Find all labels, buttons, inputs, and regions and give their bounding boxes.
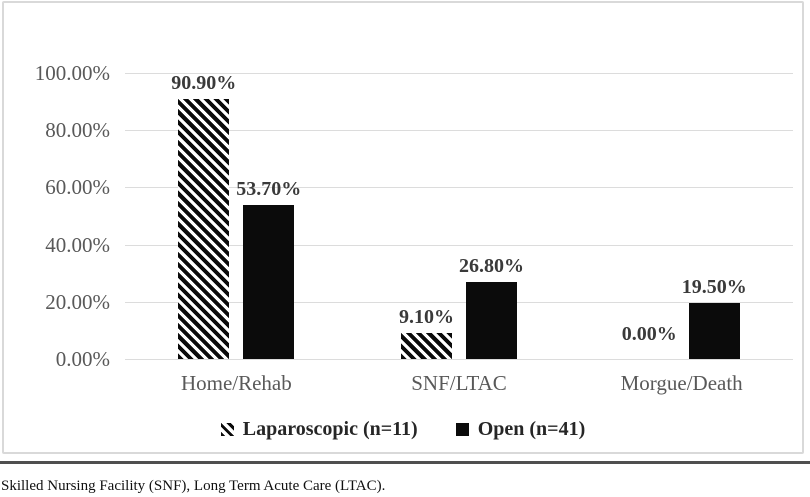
legend-item-open-n-41: Open (n=41) (455, 417, 586, 441)
bar-data-label: 9.10% (399, 306, 454, 328)
y-axis-tick-label: 0.00% (55, 347, 110, 371)
bar-open-n-41 (466, 282, 517, 359)
legend-label: Laparoscopic (n=11) (242, 418, 418, 440)
y-axis-tick-label: 20.00% (45, 289, 110, 314)
chart-legend: Laparoscopic (n=11) Open (n=41) (4, 417, 802, 441)
bar-data-label: 90.90% (171, 72, 237, 94)
legend-label: Open (n=41) (477, 418, 586, 440)
x-axis-category-label: Morgue/Death (620, 371, 743, 395)
bar-laparoscopic-n-11 (178, 99, 230, 359)
y-axis-tick-label: 80.00% (45, 118, 110, 143)
gridline (125, 244, 793, 246)
gridline (125, 130, 793, 132)
x-axis-category-label: Home/Rehab (180, 371, 292, 395)
bar-open-n-41 (688, 303, 740, 359)
gridline (125, 187, 793, 189)
gridline (125, 359, 793, 360)
y-axis-tick-label: 100.00% (34, 61, 110, 85)
figure-divider-rule (0, 461, 810, 464)
figure-footnote: Skilled Nursing Facility (SNF), Long Ter… (1, 478, 386, 494)
gridline (125, 73, 793, 74)
bar-data-label: 53.70% (236, 178, 302, 201)
legend-item-laparoscopic-n-11: Laparoscopic (n=11) (220, 417, 418, 441)
x-axis-category-label: SNF/LTAC (411, 371, 507, 395)
bar-data-label: 19.50% (681, 276, 747, 299)
y-axis-tick-label: 60.00% (45, 175, 110, 200)
hatched-square-swatch-icon (220, 422, 234, 436)
y-axis-tick-label: 40.00% (45, 232, 110, 257)
solid-square-swatch-icon (455, 422, 469, 436)
bar-data-label: 0.00% (621, 323, 677, 345)
bar-laparoscopic-n-11 (401, 333, 452, 359)
bar-open-n-41 (243, 205, 295, 359)
chart-area: 100.00% 80.00% 60.00% 40.00% 20.00% 0.00% Home… (2, 1, 804, 454)
gridline (125, 301, 793, 303)
bar-data-label: 26.80% (459, 255, 524, 278)
